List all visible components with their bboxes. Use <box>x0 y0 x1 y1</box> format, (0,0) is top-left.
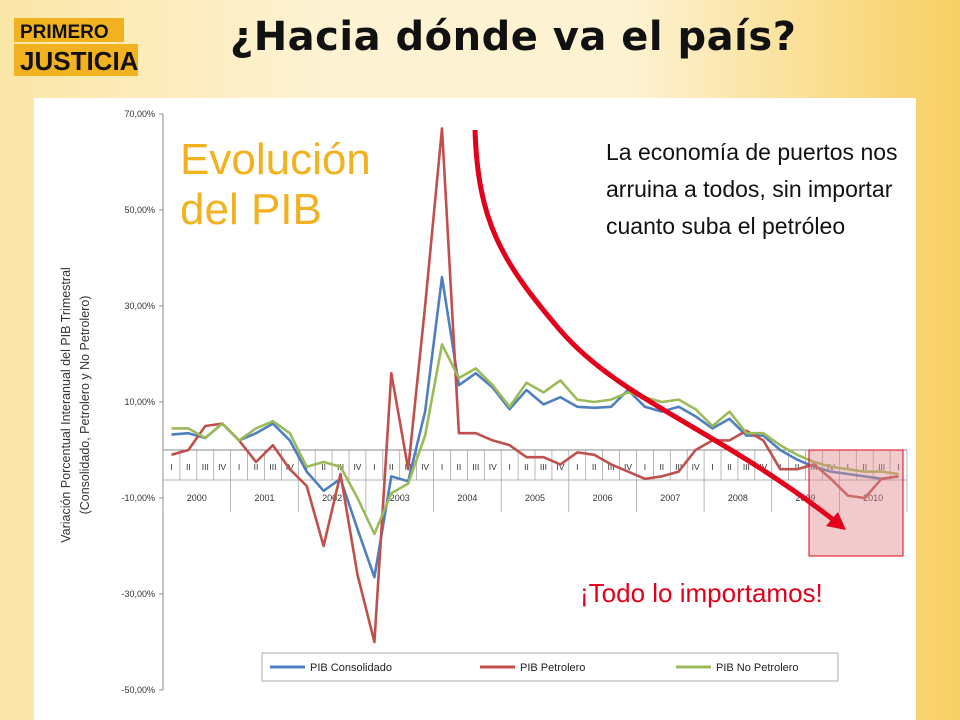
x-tick-label-quarter: IV <box>692 462 700 472</box>
x-tick-label-quarter: III <box>269 462 276 472</box>
economy-note: La economía de puertos nos arruina a tod… <box>606 139 898 239</box>
x-tick-label-quarter: II <box>457 462 462 472</box>
legend-label-consolidado: PIB Consolidado <box>310 662 392 674</box>
x-tick-label-quarter: II <box>727 462 732 472</box>
series-line-petrolero <box>171 127 899 644</box>
x-tick-label-year: 2008 <box>728 493 748 503</box>
y-tick-label: -10,00% <box>121 493 155 503</box>
x-tick-label-quarter: IV <box>421 462 429 472</box>
x-tick-label-quarter: IV <box>218 462 226 472</box>
x-tick-label-quarter: II <box>321 462 326 472</box>
x-tick-label-quarter: IV <box>759 462 767 472</box>
x-tick-label-year: 2002 <box>322 493 342 503</box>
y-tick-label: -50,00% <box>121 685 155 695</box>
x-tick-label-quarter: III <box>472 462 479 472</box>
evolucion-line-1: Evolución <box>180 135 371 184</box>
x-tick-label-quarter: II <box>795 462 800 472</box>
legend: PIB Consolidado PIB Petrolero PIB No Pet… <box>261 652 839 682</box>
cta-text: ¡Todo lo importamos! <box>580 578 823 608</box>
primero-justicia-logo: PRIMERO JUSTICIA <box>14 18 139 76</box>
x-tick-label-quarter: II <box>659 462 664 472</box>
y-tick-label: 10,00% <box>124 397 155 407</box>
x-tick-label-quarter: I <box>508 462 510 472</box>
x-tick-label-quarter: II <box>592 462 597 472</box>
x-tick-label-quarter: I <box>576 462 578 472</box>
x-tick-label-quarter: I <box>897 462 899 472</box>
trend-arrow <box>472 129 842 527</box>
trend-arrow-head <box>826 512 846 530</box>
x-tick-label-quarter: II <box>254 462 259 472</box>
x-tick-label-quarter: III <box>202 462 209 472</box>
x-tick-label-quarter: II <box>862 462 867 472</box>
x-tick-label-quarter: I <box>644 462 646 472</box>
x-tick-label-quarter: I <box>711 462 713 472</box>
x-tick-label-quarter: II <box>186 462 191 472</box>
y-axis-label-sub: (Consolidado, Petrolero y No Petrolero) <box>78 296 92 515</box>
x-tick-label-quarter: I <box>847 462 849 472</box>
chart-panel <box>34 98 916 720</box>
x-tick-label-quarter: III <box>540 462 547 472</box>
series-line-consolidado <box>171 275 899 579</box>
x-tick-label-quarter: III <box>675 462 682 472</box>
x-tick-label-quarter: III <box>608 462 615 472</box>
y-tick-label: 70,00% <box>124 109 155 119</box>
highlight-box <box>808 449 904 557</box>
x-tick-label-quarter: II <box>389 462 394 472</box>
svg-text:PRIMERO: PRIMERO <box>20 22 109 43</box>
legend-label-petrolero: PIB Petrolero <box>520 662 585 674</box>
x-tick-label-year: 2007 <box>660 493 680 503</box>
legend-label-no-petrolero: PIB No Petrolero <box>716 662 799 674</box>
x-tick-label-year: 2000 <box>187 493 207 503</box>
x-tick-label-year: 2001 <box>254 493 274 503</box>
x-tick-label-quarter: I <box>373 462 375 472</box>
y-tick-label: -30,00% <box>121 589 155 599</box>
x-tick-label-year: 2004 <box>457 493 477 503</box>
x-tick-label-quarter: I <box>441 462 443 472</box>
x-tick-label-quarter: IV <box>286 462 294 472</box>
x-tick-label-quarter: IV <box>353 462 361 472</box>
x-tick-label-year: 2006 <box>593 493 613 503</box>
page-title: ¿Hacia dónde va el país? <box>230 14 797 60</box>
y-tick-label: 30,00% <box>124 301 155 311</box>
x-tick-label-year: 2010 <box>863 493 883 503</box>
x-tick-label-quarter: I <box>170 462 172 472</box>
y-tick-label: 50,00% <box>124 205 155 215</box>
x-tick-label-quarter: I <box>238 462 240 472</box>
series-line-no-petrolero <box>171 343 899 536</box>
x-tick-label-quarter: IV <box>556 462 564 472</box>
x-tick-label-quarter: II <box>524 462 529 472</box>
x-tick-label-quarter: IV <box>624 462 632 472</box>
evolucion-label: Evolución del PIB <box>180 135 371 235</box>
x-tick-label-year: 2005 <box>525 493 545 503</box>
y-axis-label: Variación Porcentual Interanual del PIB … <box>59 267 73 543</box>
svg-text:JUSTICIA: JUSTICIA <box>20 46 139 76</box>
x-tick-label-quarter: IV <box>489 462 497 472</box>
x-tick-label-quarter: III <box>743 462 750 472</box>
evolucion-line-2: del PIB <box>180 185 322 234</box>
x-tick-label-year: 2003 <box>390 493 410 503</box>
x-tick-label-quarter: III <box>878 462 885 472</box>
